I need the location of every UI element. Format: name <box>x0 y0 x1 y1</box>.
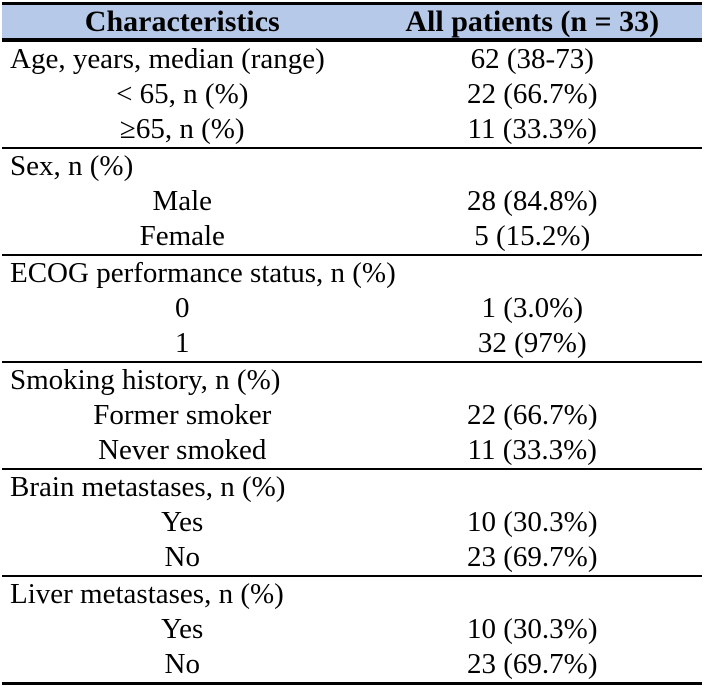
table-row: Never smoked 11 (33.3%) <box>2 433 702 468</box>
table-section: Liver metastases, n (%) Yes 10 (30.3%) No 23… <box>2 577 702 685</box>
characteristic-value: 10 (30.3%) <box>467 506 598 538</box>
characteristic-label: 0 <box>175 292 190 324</box>
characteristic-label: 1 <box>175 327 190 359</box>
characteristic-label: Liver metastases, n (%) <box>10 578 284 610</box>
table-row: Age, years, median (range) 62 (38-73) <box>2 42 702 77</box>
table-row: 0 1 (3.0%) <box>2 291 702 326</box>
characteristic-label: Smoking history, n (%) <box>10 364 281 396</box>
characteristic-value: 5 (15.2%) <box>474 220 591 252</box>
characteristic-value: 22 (66.7%) <box>467 78 598 110</box>
patient-characteristics-table: Characteristics All patients (n = 33) Ag… <box>2 2 702 685</box>
characteristic-label: Never smoked <box>98 434 267 466</box>
table-row: Yes 10 (30.3%) <box>2 505 702 540</box>
table-row: Sex, n (%) <box>2 149 702 184</box>
characteristic-value: 22 (66.7%) <box>467 399 598 431</box>
table-row: Liver metastases, n (%) <box>2 577 702 612</box>
characteristic-label: Brain metastases, n (%) <box>10 471 286 503</box>
characteristic-value: 23 (69.7%) <box>467 541 598 573</box>
table-row: ≥65, n (%) 11 (33.3%) <box>2 112 702 147</box>
table-row: Former smoker 22 (66.7%) <box>2 398 702 433</box>
characteristic-label: < 65, n (%) <box>116 78 249 110</box>
characteristic-value: 10 (30.3%) <box>467 613 598 645</box>
characteristic-label: Male <box>152 185 213 217</box>
characteristic-label: ≥65, n (%) <box>119 113 245 145</box>
table-section: Sex, n (%) Male 28 (84.8%) Female 5 (15.2%) <box>2 149 702 256</box>
characteristic-value: 1 (3.0%) <box>481 292 583 324</box>
table-row: < 65, n (%) 22 (66.7%) <box>2 77 702 112</box>
table-row: Yes 10 (30.3%) <box>2 612 702 647</box>
table-row: No 23 (69.7%) <box>2 540 702 575</box>
table-row: Male 28 (84.8%) <box>2 184 702 219</box>
characteristic-value: 32 (97%) <box>477 327 587 359</box>
characteristic-value: 28 (84.8%) <box>467 185 598 217</box>
table-row: Smoking history, n (%) <box>2 363 702 398</box>
characteristic-label: Sex, n (%) <box>10 150 134 182</box>
characteristic-label: No <box>164 541 200 573</box>
characteristic-value: 62 (38-73) <box>470 43 594 75</box>
table-section: Age, years, median (range) 62 (38-73) < 65… <box>2 42 702 149</box>
table-row: 1 32 (97%) <box>2 326 702 361</box>
table-header-row: Characteristics All patients (n = 33) <box>2 5 702 42</box>
table-row: Female 5 (15.2%) <box>2 219 702 254</box>
table-body: Age, years, median (range) 62 (38-73) < 65… <box>2 42 702 685</box>
table-row: ECOG performance status, n (%) <box>2 256 702 291</box>
table-section: Brain metastases, n (%) Yes 10 (30.3%) No 23… <box>2 470 702 577</box>
table-section: Smoking history, n (%) Former smoker 22 (6… <box>2 363 702 470</box>
characteristic-label: ECOG performance status, n (%) <box>10 257 396 289</box>
characteristic-value: 11 (33.3%) <box>467 113 597 145</box>
table-section: ECOG performance status, n (%) 0 1 (3.0%) 1… <box>2 256 702 363</box>
table-row: Brain metastases, n (%) <box>2 470 702 505</box>
characteristic-label: No <box>164 648 200 680</box>
characteristic-label: Age, years, median (range) <box>10 43 325 75</box>
characteristic-label: Former smoker <box>93 399 272 431</box>
table-row: No 23 (69.7%) <box>2 647 702 682</box>
header-characteristics: Characteristics <box>84 4 280 38</box>
characteristic-value: 23 (69.7%) <box>467 648 598 680</box>
header-all-patients: All patients (n = 33) <box>405 4 660 38</box>
characteristic-value: 11 (33.3%) <box>467 434 597 466</box>
characteristic-label: Yes <box>161 613 204 645</box>
characteristic-label: Female <box>139 220 225 252</box>
characteristic-label: Yes <box>161 506 204 538</box>
